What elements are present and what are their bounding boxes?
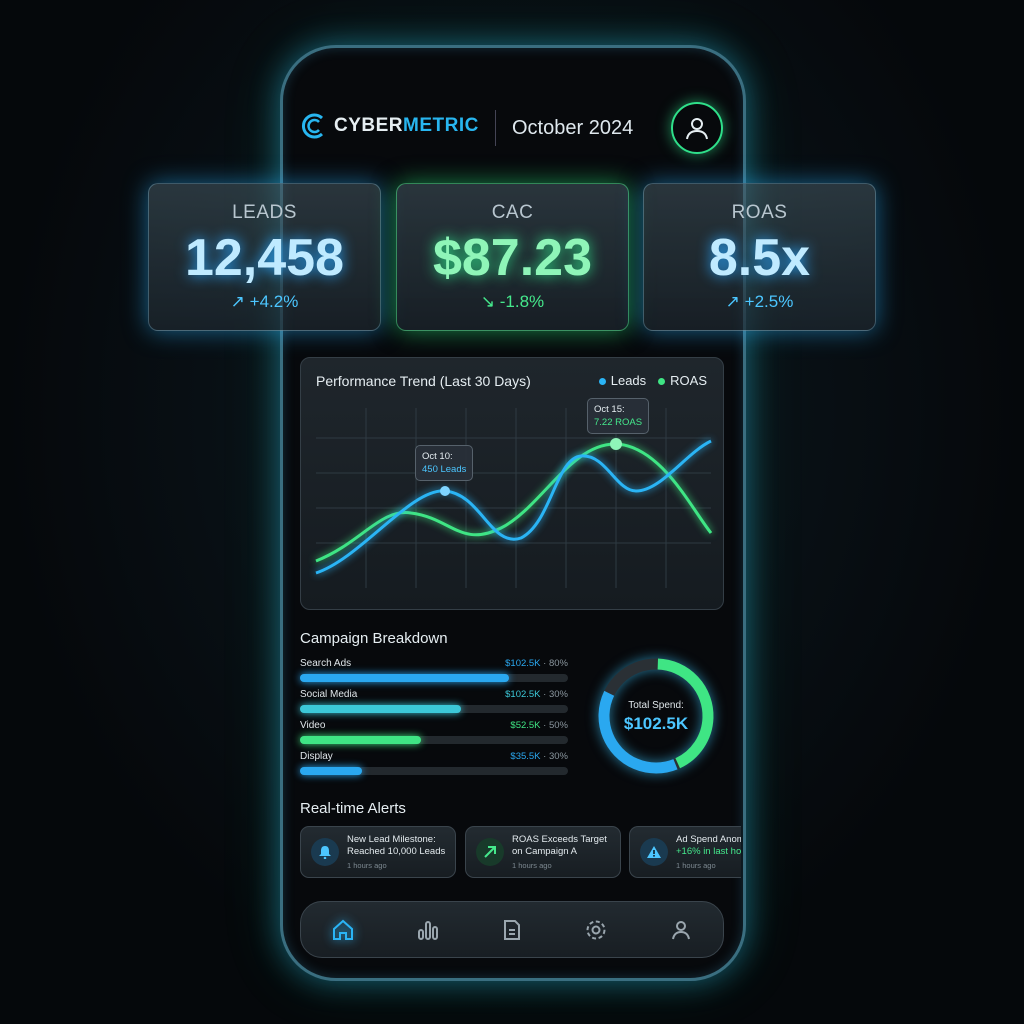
progress-track — [300, 736, 568, 744]
user-icon — [686, 118, 708, 140]
kpi-change: ↗ +2.5% — [725, 292, 794, 311]
donut-value: $102.5K — [623, 714, 689, 733]
settings-icon[interactable] — [576, 910, 616, 950]
alert-card[interactable]: Ad Spend Anomaly+16% in last hour1 hours… — [629, 826, 741, 878]
campaign-title: Campaign Breakdown — [300, 630, 448, 647]
spend-donut: Total Spend: $102.5K — [596, 656, 716, 776]
warning-icon — [640, 838, 668, 866]
legend-roas[interactable]: ROAS — [658, 373, 707, 388]
campaign-amount: $35.5K · 30% — [510, 751, 568, 762]
kpi-card-roas[interactable]: ROAS 8.5x ↗ +2.5% — [643, 183, 876, 331]
alert-card[interactable]: New Lead Milestone: Reached 10,000 Leads 1… — [300, 826, 456, 878]
campaign-name: Social Media — [300, 689, 358, 700]
campaign-name: Display — [300, 751, 333, 762]
legend-leads[interactable]: Leads — [598, 373, 646, 388]
leads-point — [440, 486, 450, 496]
leads-line — [315, 439, 712, 575]
campaign-amount: $52.5K · 50% — [510, 720, 568, 731]
tooltip-roas: Oct 15: 7.22 ROAS — [587, 398, 650, 434]
grid — [316, 408, 711, 588]
campaign-row[interactable]: Social Media $102.5K · 30% — [300, 689, 568, 713]
bottom-nav — [300, 901, 724, 958]
progress-fill — [300, 767, 362, 775]
kpi-label: LEADS — [232, 202, 297, 223]
campaign-row[interactable]: Display $35.5K · 30% — [300, 751, 568, 775]
trend-chart — [315, 408, 713, 588]
campaign-amount: $102.5K · 30% — [505, 689, 568, 700]
divider — [495, 110, 496, 146]
kpi-change: ↘ -1.8% — [480, 292, 545, 311]
kpi-label: ROAS — [731, 202, 788, 223]
panel-title: Performance Trend (Last 30 Days) — [316, 373, 531, 389]
progress-fill — [300, 674, 510, 682]
chart-legend: Leads ROAS — [598, 373, 707, 388]
brand-metric: METRIC — [403, 115, 479, 136]
kpi-card-cac[interactable]: CAC $87.23 ↘ -1.8% — [396, 183, 629, 331]
chart-icon[interactable] — [408, 910, 448, 950]
kpi-card-leads[interactable]: LEADS 12,458 ↗ +4.2% — [148, 183, 381, 331]
logo-icon — [302, 113, 324, 139]
roas-point — [610, 438, 622, 450]
brand-cyber: CYBER — [334, 115, 404, 136]
profile-icon[interactable] — [661, 910, 701, 950]
campaign-row[interactable]: Search Ads $102.5K · 80% — [300, 658, 568, 682]
performance-trend-panel: Performance Trend (Last 30 Days) Leads R… — [300, 357, 724, 610]
home-icon[interactable] — [323, 910, 363, 950]
progress-track — [300, 705, 568, 713]
alerts-title: Real-time Alerts — [300, 800, 406, 817]
campaign-name: Video — [300, 720, 326, 731]
kpi-label: CAC — [491, 202, 534, 223]
kpi-value: $87.23 — [432, 229, 593, 287]
brand-logo: CYBER METRIC — [300, 112, 479, 140]
progress-fill — [300, 736, 421, 744]
donut-label: Total Spend: — [628, 700, 684, 711]
kpi-change: ↗ +4.2% — [230, 292, 299, 311]
kpi-value: 8.5x — [708, 229, 811, 287]
document-icon[interactable] — [492, 910, 532, 950]
bell-icon — [311, 838, 339, 866]
progress-track — [300, 767, 568, 775]
tooltip-leads: Oct 10: 450 Leads — [415, 445, 474, 481]
kpi-value: 12,458 — [184, 229, 345, 287]
month-label[interactable]: October 2024 — [512, 117, 634, 139]
campaign-amount: $102.5K · 80% — [505, 658, 568, 669]
arrow-up-right-icon — [476, 838, 504, 866]
roas-line — [315, 442, 713, 563]
campaign-name: Search Ads — [300, 658, 352, 669]
progress-track — [300, 674, 568, 682]
avatar-button[interactable] — [671, 102, 723, 154]
progress-fill — [300, 705, 461, 713]
campaign-row[interactable]: Video $52.5K · 50% — [300, 720, 568, 744]
